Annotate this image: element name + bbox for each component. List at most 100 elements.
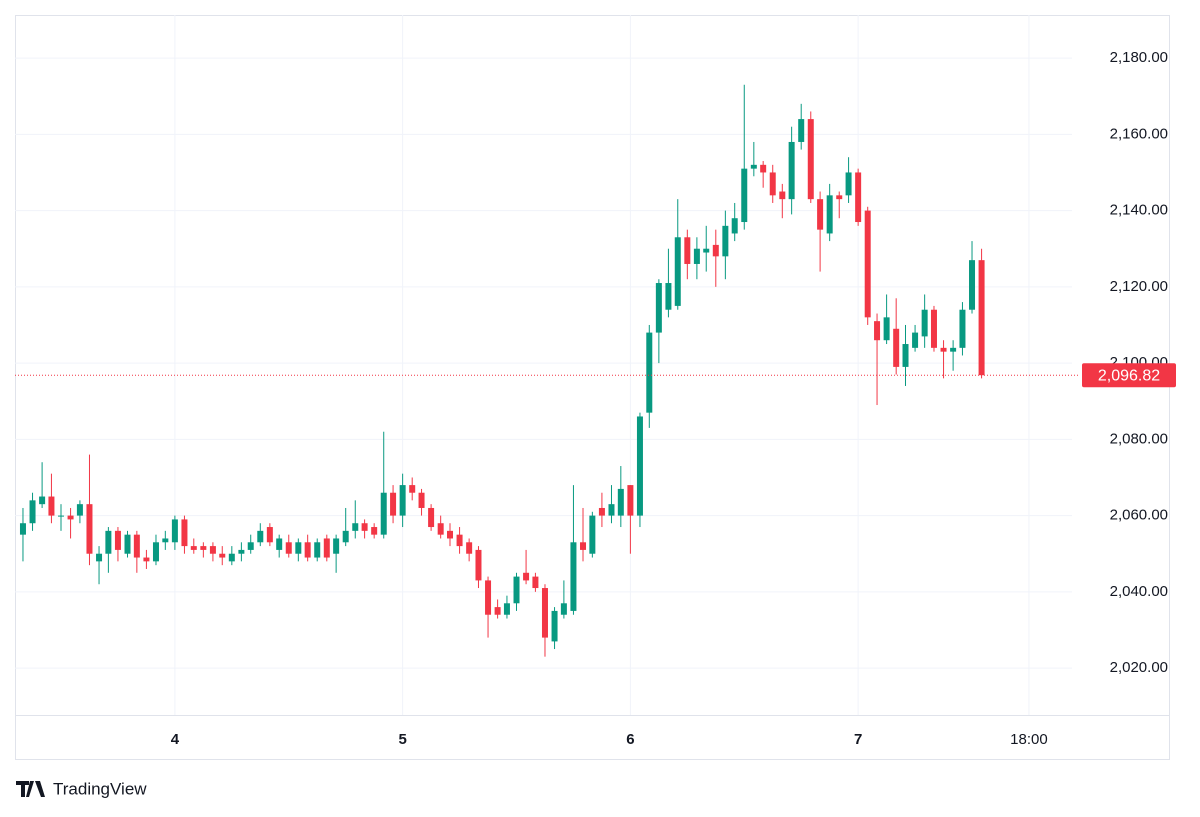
candle-body (817, 199, 824, 230)
candle-body (722, 225, 729, 257)
candle-body (133, 534, 140, 558)
candle-body (807, 119, 814, 200)
x-tick-label: 6 (626, 731, 634, 748)
candle-body (779, 191, 786, 200)
candle-body (655, 283, 662, 333)
candle-body (503, 603, 510, 615)
candle-body (200, 546, 207, 550)
candle-body (760, 164, 767, 173)
candle-body (143, 557, 150, 562)
candle-body (437, 523, 444, 535)
candle-body (598, 507, 605, 516)
candle-body (893, 328, 900, 367)
axes: 2,020.002,040.002,060.002,080.002,100.00… (171, 49, 1176, 748)
candle-body (532, 576, 539, 589)
candle-body (323, 538, 330, 558)
candle-body (617, 488, 624, 516)
candle-body (86, 504, 93, 554)
candle-body (665, 283, 672, 310)
candle-body (447, 530, 454, 539)
candle-body (19, 523, 26, 535)
candle-body (190, 546, 197, 550)
candle-body (608, 504, 615, 516)
candle-body (152, 542, 159, 562)
candle-body (428, 507, 435, 528)
brand: TradingView (53, 779, 147, 798)
candle-body (627, 485, 634, 516)
candle-body (105, 530, 112, 554)
candle-body (788, 141, 795, 200)
candle-body (361, 523, 368, 531)
candle-body (247, 542, 254, 550)
last-price-box (1082, 363, 1176, 388)
candle-body (228, 553, 235, 562)
y-tick-label: 2,140.00 (1110, 202, 1168, 219)
candle-body (523, 572, 530, 581)
candle-body (551, 610, 558, 642)
candle-body (750, 164, 757, 169)
grid (15, 15, 1072, 715)
candle-body (560, 603, 567, 615)
candle-body (978, 260, 985, 376)
candle-body (67, 515, 74, 520)
candle-body (285, 542, 292, 554)
candle-body (58, 515, 65, 517)
candle-body (570, 542, 577, 611)
last-price-label: 2,096.82 (1098, 367, 1160, 384)
candle-body (589, 515, 596, 554)
candle-body (466, 542, 473, 554)
y-tick-label: 2,060.00 (1110, 507, 1168, 524)
candle-body (912, 332, 919, 348)
candle-body (703, 248, 710, 253)
candle-body (48, 496, 55, 516)
candle-body (902, 344, 909, 367)
candle-body (769, 172, 776, 196)
candle-body (333, 538, 340, 554)
candle-body (513, 576, 520, 604)
candle-body (712, 244, 719, 257)
candle-body (162, 538, 169, 543)
candle-body (741, 168, 748, 223)
x-tick-label: 7 (854, 731, 862, 748)
candle-body (855, 172, 862, 223)
candle-body (352, 523, 359, 531)
candle-body (171, 519, 178, 543)
candle-body (485, 580, 492, 615)
candle-body (950, 347, 957, 352)
candle-body (266, 527, 273, 543)
candle-body (674, 237, 681, 306)
candle-body (930, 309, 937, 348)
candle-body (636, 416, 643, 516)
candle-body (114, 530, 121, 550)
candle-body (864, 210, 871, 318)
candle-body (798, 119, 805, 142)
y-tick-label: 2,180.00 (1110, 49, 1168, 66)
candle-body (684, 237, 691, 264)
candle-body (181, 519, 188, 547)
candle-body (969, 260, 976, 310)
x-tick-label: 4 (171, 731, 180, 748)
y-tick-label: 2,120.00 (1110, 278, 1168, 295)
candle-body (295, 542, 302, 554)
candle-body (845, 172, 852, 196)
y-tick-label: 2,160.00 (1110, 125, 1168, 142)
y-tick-label: 2,020.00 (1110, 659, 1168, 676)
candle-body (874, 321, 881, 341)
candle-body (76, 504, 83, 516)
candle-body (399, 485, 406, 516)
x-tick-label: 5 (398, 731, 406, 748)
candle-body (836, 195, 843, 200)
y-tick-label: 2,080.00 (1110, 430, 1168, 447)
candle-body (580, 542, 587, 550)
candle-body (883, 317, 890, 341)
logo (16, 781, 45, 797)
candle-body (29, 500, 36, 524)
logo-mark (16, 781, 45, 797)
candle-body (693, 248, 700, 264)
candle-body (380, 492, 387, 535)
x-tick-label: 18:00 (1010, 731, 1048, 748)
candle-body (731, 218, 738, 234)
candle-body (238, 549, 245, 554)
candle-body (390, 492, 397, 516)
